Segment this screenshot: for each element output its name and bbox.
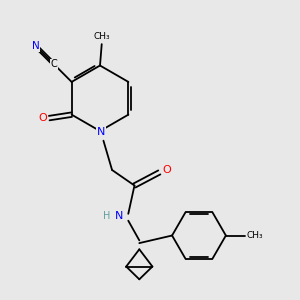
Text: CH₃: CH₃: [93, 32, 110, 41]
Text: H: H: [103, 211, 111, 220]
Text: O: O: [163, 165, 171, 175]
Text: CH₃: CH₃: [247, 231, 263, 240]
Text: C: C: [51, 59, 57, 69]
Text: O: O: [39, 113, 47, 123]
Text: N: N: [114, 211, 123, 220]
Text: N: N: [32, 41, 40, 51]
Text: N: N: [97, 127, 106, 137]
